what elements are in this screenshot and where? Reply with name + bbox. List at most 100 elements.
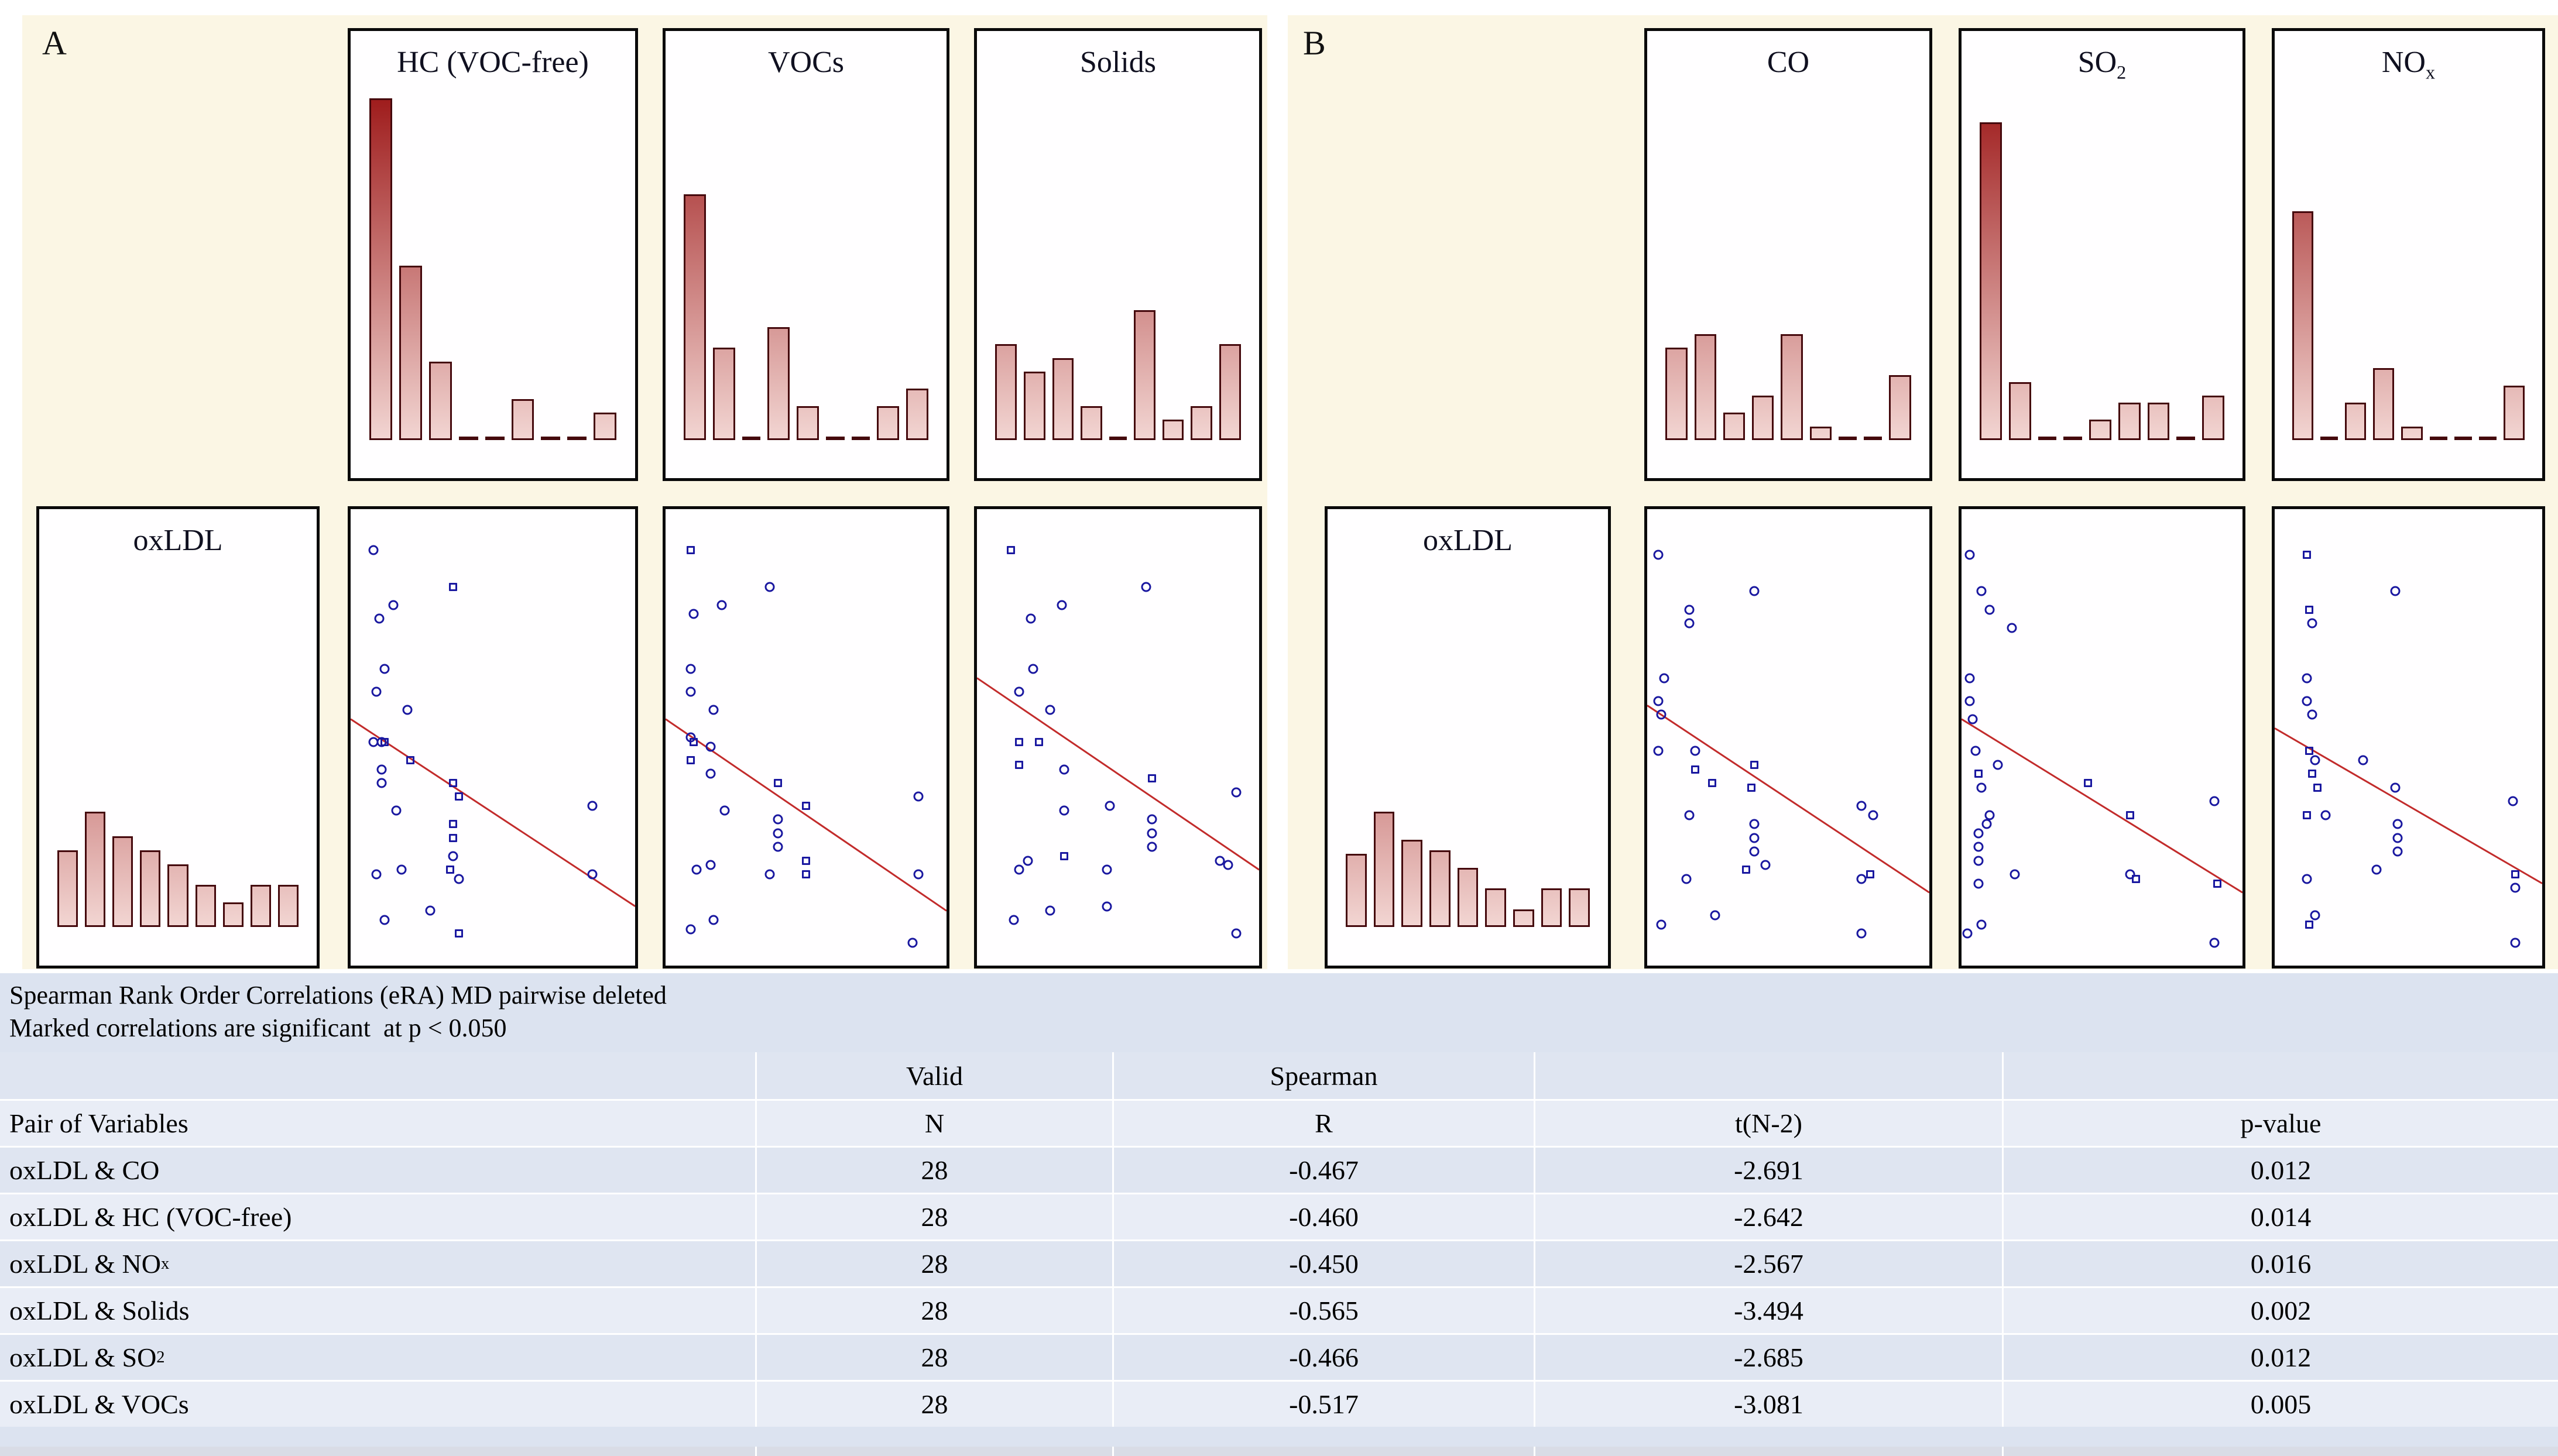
scatter-point-square — [687, 756, 695, 764]
scatter-point-circle — [2302, 874, 2312, 884]
table-title-line2: Marked correlations are significant at p… — [9, 1014, 507, 1042]
trend-line — [666, 718, 947, 912]
table-header-row-1: Valid Spearman — [0, 1052, 2558, 1099]
scatter-point-square — [687, 546, 695, 555]
scatter-point-circle — [691, 864, 702, 875]
scatter-point-circle — [1964, 550, 1975, 560]
scatter-point-circle — [1023, 856, 1033, 866]
scatter-point-circle — [907, 938, 918, 948]
histogram-bar — [1980, 122, 2002, 441]
histogram-bar — [222, 902, 244, 927]
scatter-point-circle — [388, 600, 399, 610]
histogram-bar — [2454, 437, 2472, 441]
histogram-bar — [1134, 310, 1155, 441]
histogram-bar — [742, 437, 761, 441]
scatter-point-circle — [1964, 673, 1975, 684]
scatter-point-square — [802, 856, 810, 865]
scatter-oxldl-vs-co — [1644, 506, 1932, 969]
trend-line — [1962, 718, 2242, 894]
scatter-point-circle — [1973, 828, 1984, 839]
header-n: N — [755, 1101, 1112, 1146]
scatter-point-square — [448, 582, 457, 591]
scatter-point-circle — [1059, 805, 1069, 816]
scatter-point-circle — [1223, 860, 1233, 870]
histogram-bar — [1541, 888, 1562, 927]
table-row-oxldl-solids: oxLDL & Solids 28 -0.565 -3.494 0.002 — [0, 1286, 2558, 1333]
scatter-point-circle — [705, 768, 716, 779]
histogram-bar — [1401, 839, 1423, 927]
scatter-point-circle — [371, 686, 382, 697]
histogram-bar — [1373, 811, 1395, 927]
scatter-point-circle — [685, 686, 696, 697]
scatter-point-circle — [685, 664, 696, 674]
scatter-point-circle — [1976, 782, 1987, 793]
table-title-line1: Spearman Rank Order Correlations (eRA) M… — [9, 981, 667, 1009]
histogram-title: oxLDL — [133, 524, 223, 557]
scatter-point-circle — [1981, 819, 1992, 829]
histogram-solids: Solids — [974, 28, 1262, 481]
header-valid: Valid — [755, 1052, 1112, 1099]
scatter-point-square — [2313, 783, 2322, 792]
histogram-bar — [2147, 403, 2170, 441]
histogram-bar — [1052, 358, 1074, 441]
histogram-bar — [851, 437, 870, 441]
scatter-point-circle — [1045, 905, 1055, 916]
scatter-point-square — [446, 866, 455, 874]
scatter-point-circle — [379, 664, 390, 674]
scatter-point-square — [1707, 779, 1716, 787]
scatter-point-circle — [1014, 686, 1024, 697]
histogram-bar — [2038, 437, 2057, 441]
scatter-point-circle — [1028, 664, 1038, 674]
scatter-point-square — [448, 779, 457, 787]
histogram-bar — [458, 437, 478, 441]
scatter-point-circle — [708, 705, 719, 715]
scatter-point-circle — [1967, 714, 1978, 724]
scatter-point-circle — [716, 600, 727, 610]
scatter-point-circle — [448, 851, 458, 861]
histogram-bar — [1889, 375, 1911, 441]
histogram-title: SO2 — [2077, 46, 2127, 83]
scatter-point-circle — [454, 874, 464, 884]
histogram-bar — [1694, 334, 1716, 441]
scatter-point-square — [2305, 747, 2314, 756]
scatter-point-circle — [2310, 755, 2320, 765]
scatter-point-square — [406, 756, 415, 764]
scatter-point-square — [1147, 774, 1156, 783]
histogram-bar — [167, 864, 188, 927]
scatter-point-square — [2307, 770, 2316, 778]
histogram-bar — [1191, 406, 1213, 441]
scatter-point-circle — [1009, 915, 1019, 925]
scatter-point-circle — [1976, 586, 1987, 596]
histogram-bar — [684, 194, 706, 441]
histogram-bar — [1023, 372, 1045, 441]
trend-line — [351, 718, 635, 907]
scatter-point-square — [2131, 874, 2140, 883]
scatter-point-circle — [1026, 613, 1036, 624]
scatter-point-circle — [2307, 709, 2317, 720]
scatter-point-circle — [2390, 782, 2401, 793]
scatter-point-circle — [1684, 605, 1695, 615]
scatter-oxldl-vs-nox — [2272, 506, 2545, 969]
scatter-point-circle — [371, 869, 382, 880]
scatter-point-circle — [773, 842, 783, 852]
scatter-point-circle — [1868, 810, 1878, 820]
scatter-point-square — [774, 779, 782, 787]
histogram-bar — [1781, 334, 1803, 441]
scatter-point-circle — [425, 905, 436, 916]
histogram-bar — [1809, 427, 1832, 441]
scatter-point-circle — [2320, 810, 2331, 820]
scatter-point-circle — [1710, 910, 1720, 921]
scatter-point-circle — [1014, 864, 1024, 875]
scatter-point-circle — [1973, 842, 1984, 852]
histogram-nox: NOx — [2272, 28, 2545, 481]
scatter-point-circle — [1147, 842, 1157, 852]
scatter-point-circle — [368, 545, 379, 555]
scatter-point-square — [454, 929, 463, 938]
histogram-bar — [995, 344, 1017, 441]
scatter-point-circle — [2010, 869, 2020, 880]
histogram-bar — [1513, 909, 1534, 927]
histogram-bar — [825, 437, 845, 441]
histogram-hc-voc-free: HC (VOC-free) — [348, 28, 638, 481]
scatter-point-square — [1741, 866, 1750, 874]
scatter-point-circle — [1984, 605, 1995, 615]
